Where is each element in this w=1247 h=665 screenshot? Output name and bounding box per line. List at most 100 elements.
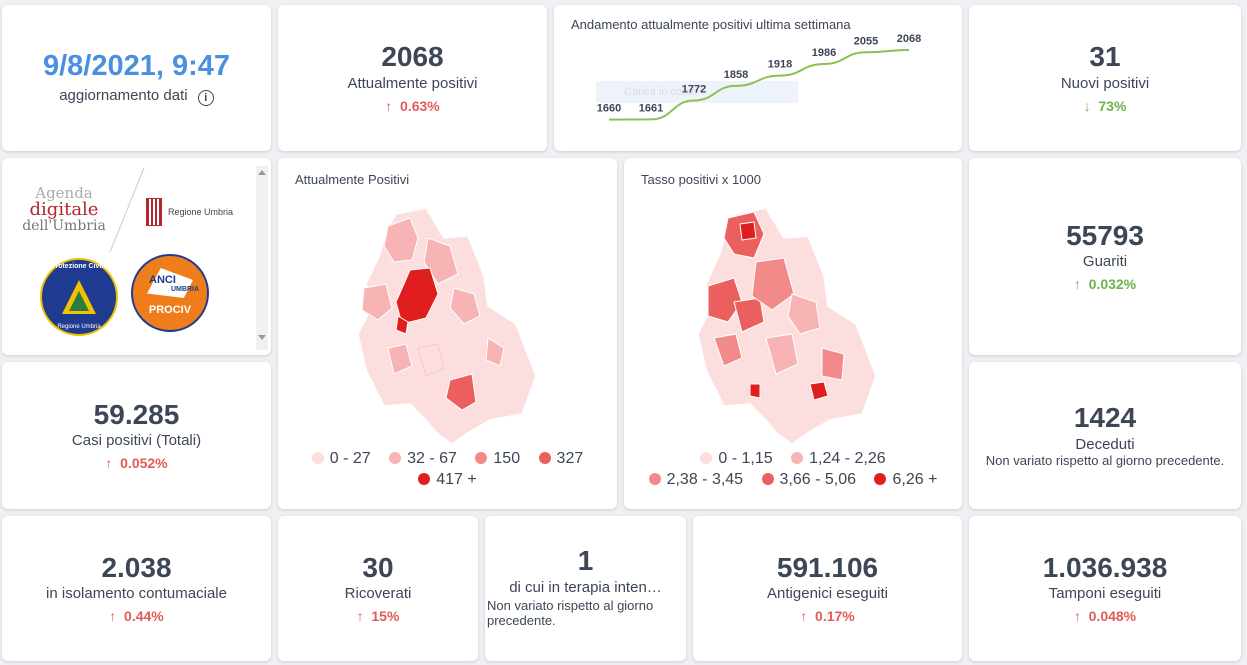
scroll-down-icon[interactable] xyxy=(258,335,266,340)
antigen-value: 591.106 xyxy=(776,551,879,583)
new-positives-card: 31 Nuovi positivi ↓ 73% xyxy=(969,5,1241,151)
swabs-delta: ↑ 0.048% xyxy=(1073,608,1137,625)
weekly-chart-card: Andamento attualmente positivi ultima se… xyxy=(554,5,962,151)
regione-crest-icon xyxy=(146,198,162,226)
hospitalized-delta: ↑ 15% xyxy=(356,608,400,625)
icu-label: di cui in terapia inten… xyxy=(509,578,662,596)
data-label: 1986 xyxy=(812,47,836,59)
legend-dot xyxy=(475,452,488,464)
recovered-label: Guariti xyxy=(1082,253,1128,271)
swabs-label: Tamponi eseguiti xyxy=(1048,585,1162,603)
legend-item[interactable]: 0 - 27 xyxy=(311,448,371,469)
legend-item[interactable]: 417 + xyxy=(418,469,477,490)
deaths-value: 1424 xyxy=(1073,402,1137,434)
update-label-row: aggiornamento dati i xyxy=(59,87,214,106)
legend-dot xyxy=(538,452,551,464)
umbria-positives-map[interactable] xyxy=(278,198,617,458)
icu-card: 1 di cui in terapia inten… Non variato r… xyxy=(485,516,686,661)
map-positives-card: Attualmente Positivi 0 - 27 32 - 67 150 … xyxy=(278,158,617,509)
map-rate-title: Tasso positivi x 1000 xyxy=(641,172,761,187)
legend-dot xyxy=(791,452,804,464)
deaths-note: Non variato rispetto al giorno precedent… xyxy=(985,452,1225,468)
total-cases-value: 59.285 xyxy=(93,398,180,430)
arrow-up-icon: ↑ xyxy=(1073,276,1081,293)
regione-logo: Regione Umbria xyxy=(146,198,233,226)
protezione-text: Protezione Civile xyxy=(50,263,108,270)
map-positives-legend: 0 - 27 32 - 67 150 327 417 + xyxy=(278,448,617,490)
deaths-card: 1424 Deceduti Non variato rispetto al gi… xyxy=(969,362,1241,509)
swabs-value: 1.036.938 xyxy=(1042,551,1168,583)
update-datetime: 9/8/2021, 9:47 xyxy=(42,50,231,82)
legend-item[interactable]: 0 - 1,15 xyxy=(700,448,773,469)
recovered-value: 55793 xyxy=(1066,219,1144,251)
data-label: 1858 xyxy=(724,69,748,81)
arrow-up-icon: ↑ xyxy=(356,608,364,625)
legend-item[interactable]: 32 - 67 xyxy=(389,448,457,469)
recovered-delta: ↑ 0.032% xyxy=(1073,276,1137,293)
legend-dot xyxy=(648,473,661,485)
isolation-card: 2.038 in isolamento contumaciale ↑ 0.44% xyxy=(2,516,271,661)
hospitalized-card: 30 Ricoverati ↑ 15% xyxy=(278,516,478,661)
arrow-down-icon: ↓ xyxy=(1083,97,1091,114)
series-line xyxy=(608,49,910,121)
legend-item[interactable]: 3,66 - 5,06 xyxy=(761,469,856,490)
info-icon[interactable]: i xyxy=(197,90,214,106)
new-positives-delta: ↓ 73% xyxy=(1083,97,1127,114)
total-cases-card: 59.285 Casi positivi (Totali) ↑ 0.052% xyxy=(2,362,271,509)
antigen-label: Antigenici eseguiti xyxy=(767,585,888,603)
map-rate-legend: 0 - 1,15 1,24 - 2,26 2,38 - 3,45 3,66 - … xyxy=(624,448,962,490)
protezione-sub-text: Regione Umbria xyxy=(57,324,101,330)
anci-text: ANCI xyxy=(149,274,176,286)
positives-card: 2068 Attualmente positivi ↑ 0.63% xyxy=(278,5,547,151)
loading-watermark: Carica in corso xyxy=(596,81,798,103)
anci-umbria-text: UMBRIA xyxy=(171,286,199,293)
update-label: aggiornamento dati xyxy=(59,87,188,104)
icu-value: 1 xyxy=(577,545,594,576)
isolation-value: 2.038 xyxy=(101,551,172,583)
legend-item[interactable]: 6,26 + xyxy=(874,469,937,490)
arrow-up-icon: ↑ xyxy=(800,608,808,625)
total-cases-label: Casi positivi (Totali) xyxy=(71,432,202,450)
positives-delta: ↑ 0.63% xyxy=(385,97,440,114)
isolation-delta: ↑ 0.44% xyxy=(109,608,164,625)
legend-item[interactable]: 2,38 - 3,45 xyxy=(648,469,743,490)
deaths-label: Deceduti xyxy=(1075,435,1135,453)
total-cases-delta: ↑ 0.052% xyxy=(105,455,168,472)
data-label: 1660 xyxy=(597,103,621,115)
legend-dot xyxy=(874,473,887,485)
arrow-up-icon: ↑ xyxy=(105,455,113,472)
data-label: 1661 xyxy=(639,102,663,114)
protezione-civile-logo: Protezione Civile Regione Umbria xyxy=(40,258,118,336)
legend-dot xyxy=(311,452,324,464)
data-label: 1772 xyxy=(682,84,706,96)
map-rate-card: Tasso positivi x 1000 0 - 1,15 1,24 - 2,… xyxy=(624,158,962,509)
umbria-text: dell'Umbria xyxy=(22,218,106,234)
logo-divider xyxy=(109,167,145,253)
legend-dot xyxy=(418,473,431,485)
weekly-line-chart: 1660 1661 1772 1858 1918 1986 2055 2068 xyxy=(597,33,921,121)
antigen-card: 591.106 Antigenici eseguiti ↑ 0.17% xyxy=(693,516,962,661)
legend-item[interactable]: 1,24 - 2,26 xyxy=(791,448,886,469)
scroll-up-icon[interactable] xyxy=(258,170,266,175)
arrow-up-icon: ↑ xyxy=(385,97,393,114)
legend-item[interactable]: 150 xyxy=(475,448,520,469)
arrow-up-icon: ↑ xyxy=(1073,608,1081,625)
digitale-text: digitale xyxy=(29,199,99,220)
update-card: 9/8/2021, 9:47 aggiornamento dati i xyxy=(2,5,271,151)
positives-value: 2068 xyxy=(381,41,444,73)
hospitalized-label: Ricoverati xyxy=(344,585,412,603)
data-label: 2068 xyxy=(897,33,921,45)
agenda-text: Agenda xyxy=(35,184,93,202)
logos-card: Agenda digitale dell'Umbria Regione Umbr… xyxy=(2,158,271,355)
positives-label: Attualmente positivi xyxy=(347,74,478,92)
arrow-up-icon: ↑ xyxy=(109,608,117,625)
prociv-text: PROCIV xyxy=(148,304,192,316)
regione-text: Regione Umbria xyxy=(168,207,234,217)
data-label: 2055 xyxy=(854,35,878,47)
legend-item[interactable]: 327 xyxy=(538,448,583,469)
icu-note: Non variato rispetto al giorno precedent… xyxy=(487,597,654,628)
logos-scrollbar[interactable] xyxy=(256,166,268,350)
umbria-rate-map[interactable] xyxy=(624,198,962,458)
legend-dot xyxy=(761,473,774,485)
hospitalized-value: 30 xyxy=(362,551,394,583)
